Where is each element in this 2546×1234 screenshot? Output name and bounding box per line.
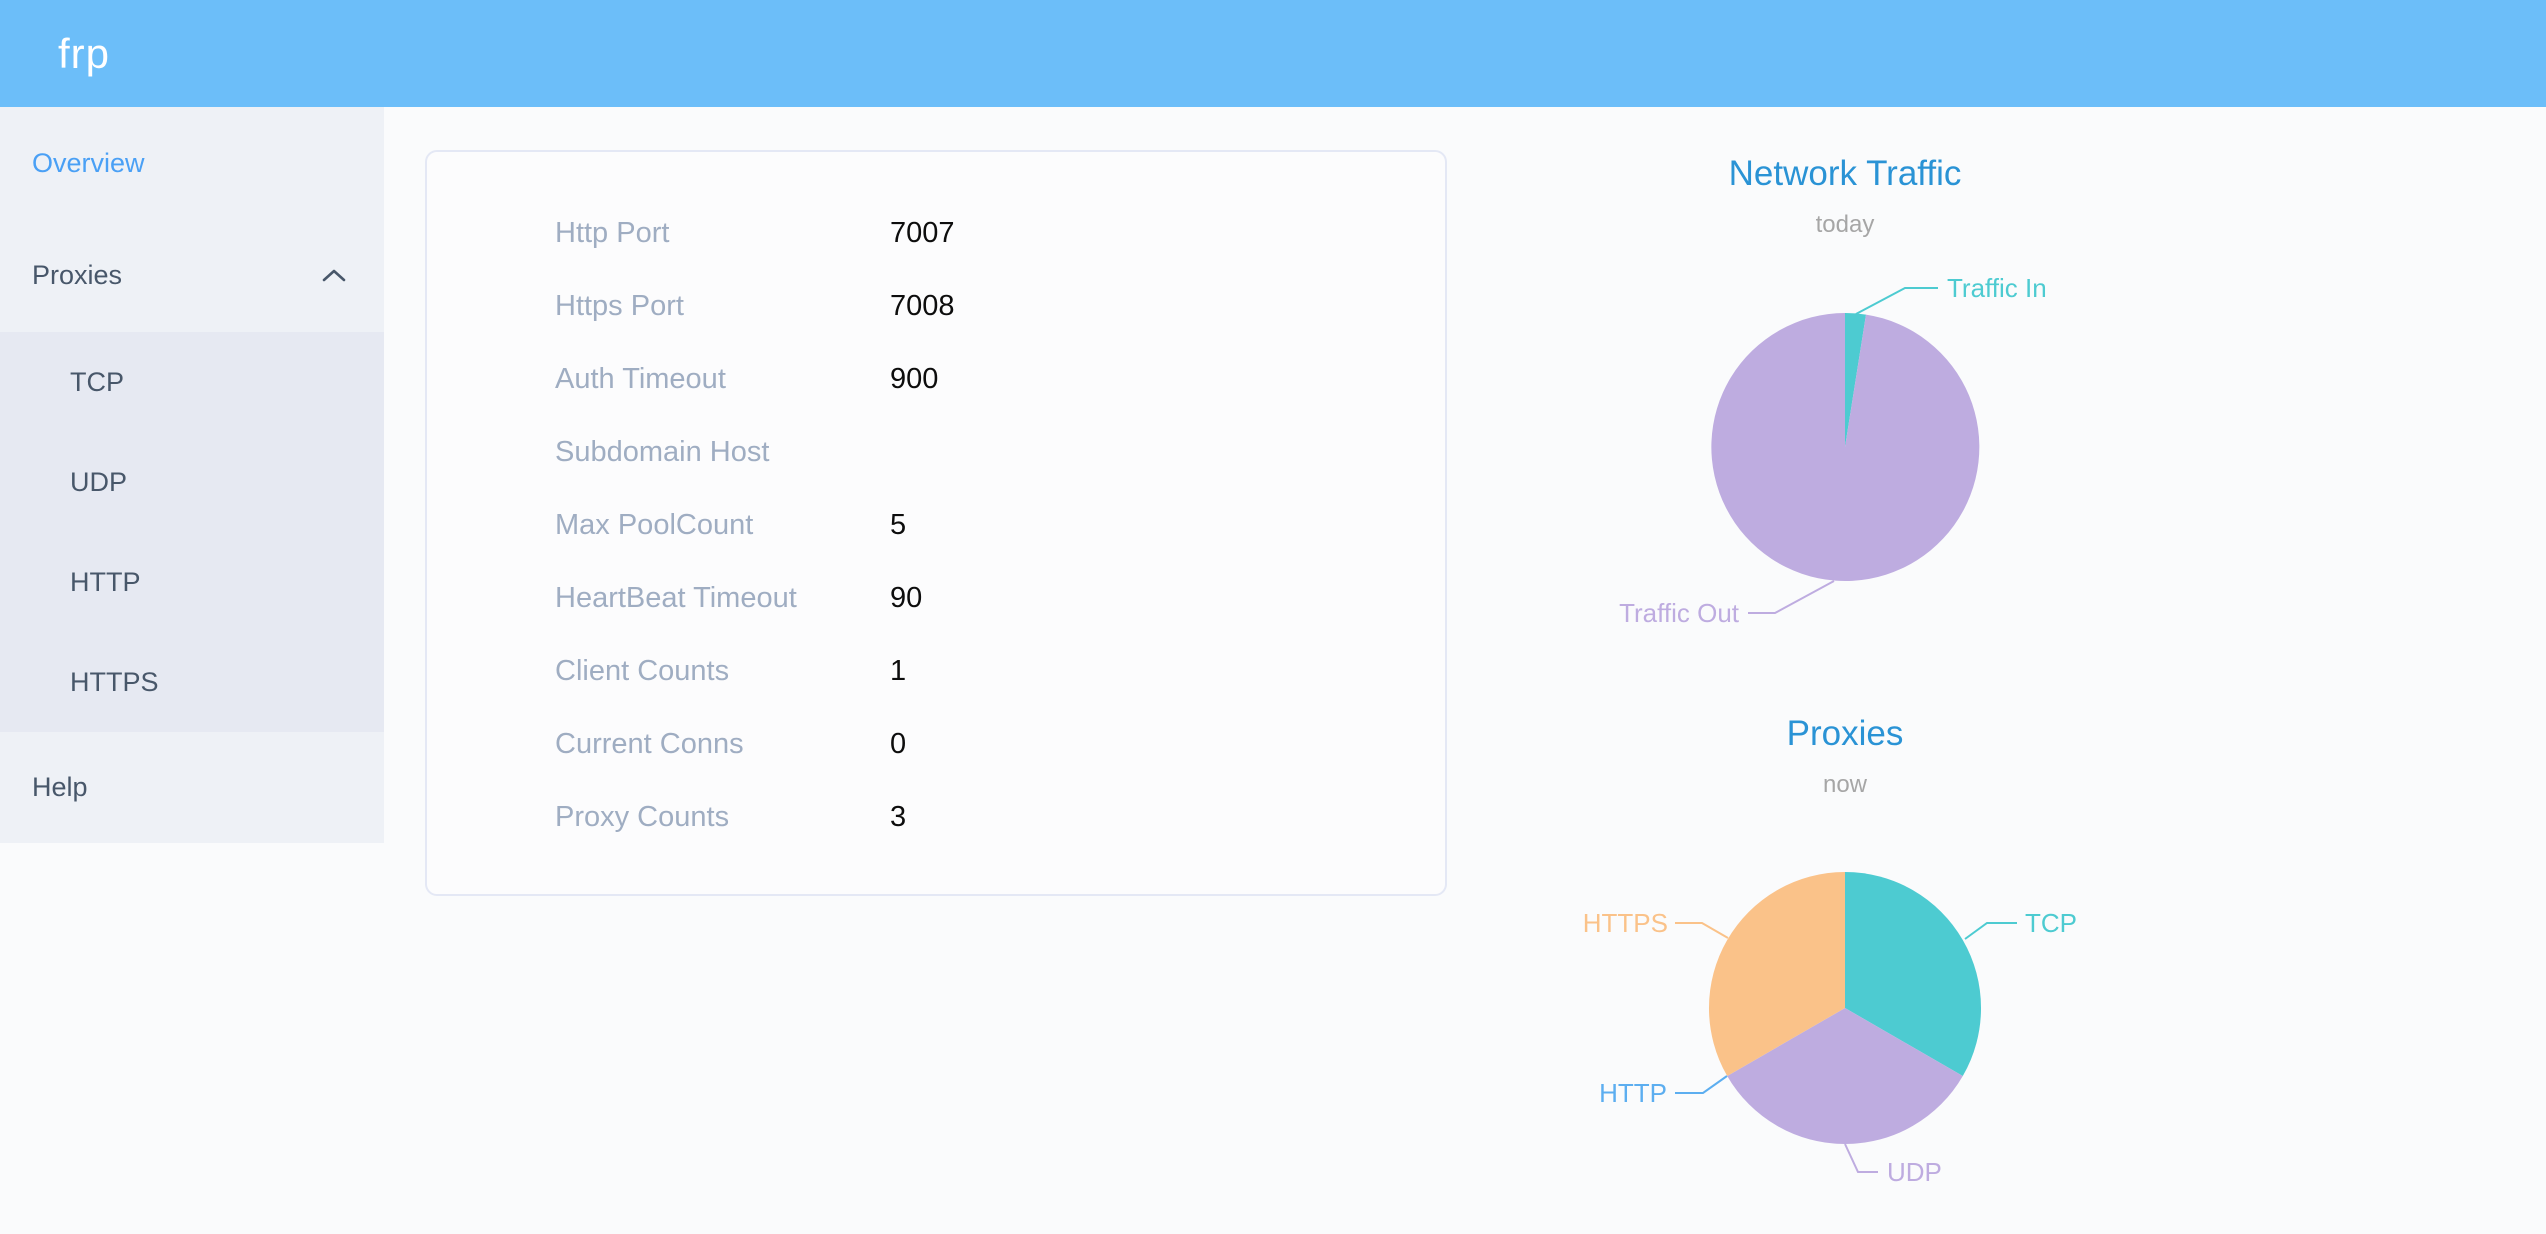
row-value: 7008: [890, 290, 955, 322]
row-label: Subdomain Host: [555, 436, 770, 468]
row-label: Https Port: [555, 290, 684, 322]
sidebar-item-https-label: HTTPS: [70, 666, 159, 697]
pie-slice-tcp[interactable]: [1845, 872, 1982, 1076]
sidebar-submenu-proxies: TCP UDP HTTP HTTPS: [0, 332, 384, 732]
sidebar-item-tcp-label: TCP: [70, 366, 124, 397]
row-value: 1: [890, 655, 907, 687]
sidebar-item-http[interactable]: HTTP: [0, 532, 384, 632]
table-row: Proxy Counts 3: [427, 781, 1445, 854]
sidebar-item-udp-label: UDP: [70, 466, 128, 497]
table-row: Http Port 7007: [427, 197, 1445, 270]
sidebar-item-http-label: HTTP: [70, 566, 141, 597]
sidebar-item-help[interactable]: Help: [0, 732, 384, 843]
server-info-card: Http Port 7007 Https Port 7008 Auth Timeout 9…: [425, 150, 1447, 896]
sidebar-item-tcp[interactable]: TCP: [0, 332, 384, 432]
pie-slice-https[interactable]: [1708, 872, 1845, 1076]
proxies-title: Proxies: [1786, 714, 1904, 753]
sidebar-item-overview[interactable]: Overview: [0, 107, 384, 219]
slice-label-traffic-out: Traffic Out: [1619, 598, 1740, 628]
label-line-https: [1675, 922, 1729, 939]
row-label: Http Port: [555, 217, 670, 249]
table-row: Https Port 7008: [427, 270, 1445, 343]
row-value: 5: [890, 509, 907, 541]
sidebar-item-help-label: Help: [32, 772, 88, 802]
sidebar-item-udp[interactable]: UDP: [0, 432, 384, 532]
table-row: Subdomain Host: [427, 416, 1445, 489]
slice-label-traffic-in: Traffic In: [1947, 273, 2047, 303]
table-row: HeartBeat Timeout 90: [427, 562, 1445, 635]
table-row: Auth Timeout 900: [427, 343, 1445, 416]
chevron-up-icon: [322, 269, 346, 282]
label-line-udp: [1844, 1143, 1878, 1173]
label-line-tcp: [1964, 922, 2017, 940]
sidebar-item-proxies-label: Proxies: [32, 260, 123, 290]
sidebar: Overview Proxies TCP UDP HTTP HTTPS Help: [0, 107, 384, 843]
slice-label-udp: UDP: [1887, 1157, 1942, 1187]
row-label: Max PoolCount: [555, 509, 754, 541]
proxies-subtitle: now: [1822, 771, 1868, 798]
row-value: 7007: [890, 217, 955, 249]
network-traffic-pie: [1711, 312, 1980, 581]
proxies-pie: [1708, 872, 1982, 1145]
app-logo: frp: [58, 29, 111, 77]
row-value: 0: [890, 728, 907, 760]
label-line-http: [1675, 1075, 1728, 1094]
row-value: 900: [890, 363, 939, 395]
label-line-traffic-out: [1748, 580, 1835, 614]
slice-label-tcp: TCP: [2025, 908, 2077, 938]
pie-slice-traffic-out[interactable]: [1711, 313, 1980, 581]
network-traffic-subtitle: today: [1815, 211, 1875, 238]
row-label: Auth Timeout: [555, 363, 726, 395]
sidebar-item-proxies[interactable]: Proxies: [0, 219, 384, 332]
sidebar-item-overview-label: Overview: [32, 147, 145, 178]
pie-slice-udp[interactable]: [1727, 1008, 1963, 1145]
table-row: Client Counts 1: [427, 635, 1445, 708]
table-row: Max PoolCount 5: [427, 489, 1445, 562]
slice-label-https: HTTPS: [1583, 908, 1668, 938]
row-label: HeartBeat Timeout: [555, 582, 797, 614]
sidebar-item-https[interactable]: HTTPS: [0, 632, 384, 732]
network-traffic-title: Network Traffic: [1728, 154, 1962, 193]
app-header: frp: [0, 0, 2546, 107]
proxies-chart: Proxies now TCP HTTPS HTTP UDP: [1520, 690, 2260, 1234]
row-label: Proxy Counts: [555, 801, 730, 833]
row-label: Current Conns: [555, 728, 744, 760]
row-value: 3: [890, 801, 907, 833]
label-line-traffic-in: [1855, 287, 1938, 315]
row-value: 90: [890, 582, 923, 614]
server-info-rows: Http Port 7007 Https Port 7008 Auth Timeout 9…: [427, 197, 1445, 854]
network-traffic-chart: Network Traffic today Traffic In Traffic…: [1520, 130, 2260, 650]
table-row: Current Conns 0: [427, 708, 1445, 781]
row-label: Client Counts: [555, 655, 730, 687]
slice-label-http: HTTP: [1599, 1078, 1667, 1108]
pie-slice-traffic-in[interactable]: [1845, 312, 1866, 447]
